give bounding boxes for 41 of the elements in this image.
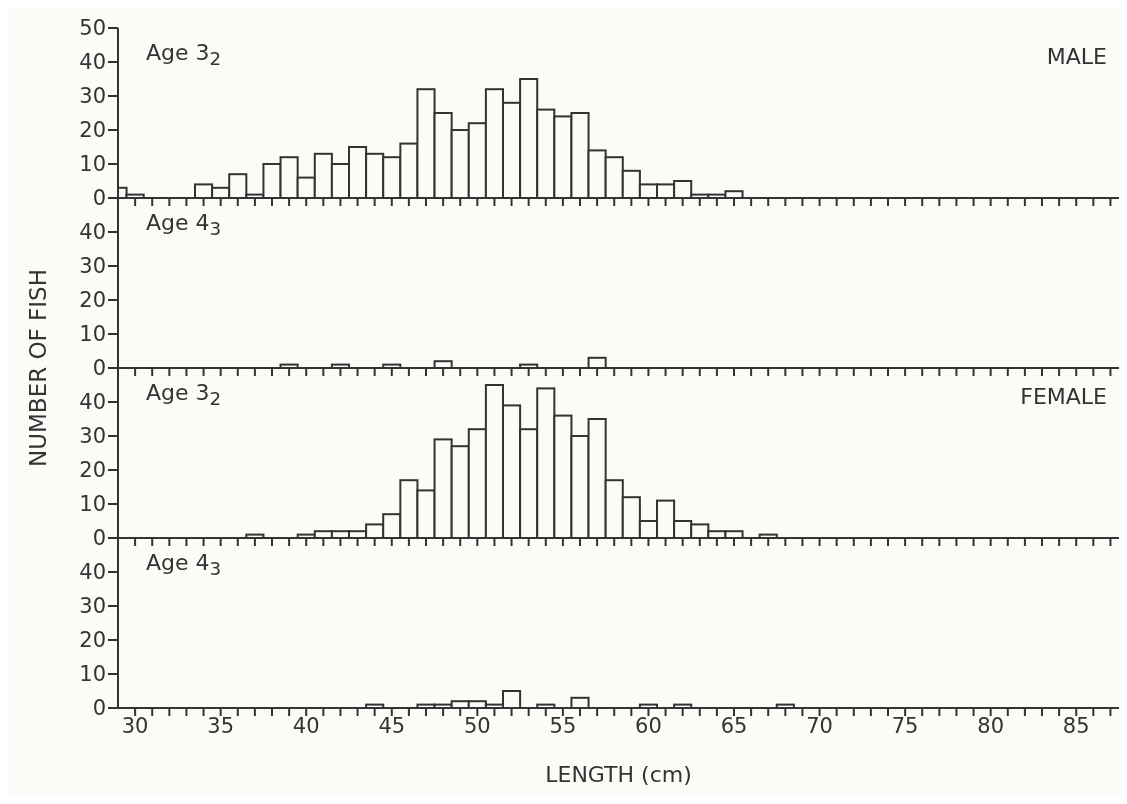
text: Age 3$_{2}$ (146, 40, 222, 70)
y-axis-title: NUMBER OF FISH (24, 268, 52, 470)
x-tick-label: 40 (292, 713, 320, 738)
y-tick-label: 10 (79, 322, 106, 347)
y-tick-label: 0 (92, 186, 106, 211)
y-tick-label: 0 (92, 356, 106, 381)
x-tick-label: 65 (720, 713, 748, 738)
y-tick-label: 30 (79, 594, 106, 619)
y-tick-label: 10 (79, 662, 106, 687)
text: Age 3$_{2}$ (146, 380, 222, 410)
y-tick-label: 30 (79, 254, 106, 279)
x-tick-label: 75 (891, 713, 919, 738)
y-tick-label: 50 (79, 16, 106, 41)
x-tick-label: 30 (121, 713, 149, 738)
y-tick-label: 10 (79, 152, 106, 177)
y-tick-label: 30 (79, 84, 106, 109)
y-tick-label: 20 (79, 118, 106, 143)
y-tick-label: 20 (79, 628, 106, 653)
y-tick-label: 10 (79, 492, 106, 517)
y-tick-label: 20 (79, 288, 106, 313)
x-tick-label: 45 (378, 713, 406, 738)
text: Age 4$_{3}$ (146, 210, 222, 240)
x-tick-label: 80 (977, 713, 1005, 738)
y-tick-label: 40 (79, 390, 106, 415)
y-tick-label: 30 (79, 424, 106, 449)
x-tick-label: 70 (806, 713, 833, 738)
y-tick-label: 40 (79, 560, 106, 585)
text: Age 4$_{3}$ (146, 550, 222, 580)
y-tick-label: 20 (79, 458, 106, 483)
y-tick-label: 0 (92, 526, 106, 551)
annotation: FEMALE (1020, 384, 1107, 409)
x-tick-label: 55 (549, 713, 577, 738)
x-tick-label: 50 (463, 713, 491, 738)
y-tick-label: 40 (79, 50, 106, 75)
y-tick-label: 40 (79, 220, 106, 245)
x-tick-label: 60 (635, 713, 662, 738)
y-tick-label: 0 (92, 696, 106, 721)
x-tick-label: 35 (207, 713, 235, 738)
annotation: MALE (1046, 44, 1107, 69)
x-axis-title: LENGTH (cm) (545, 762, 692, 787)
x-tick-label: 85 (1062, 713, 1090, 738)
